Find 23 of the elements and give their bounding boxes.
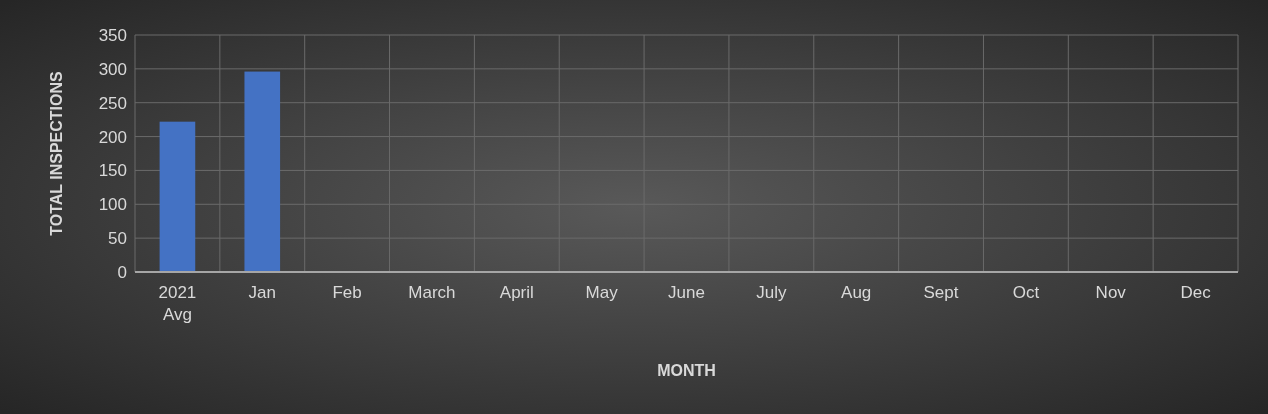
x-tick-label: Sept [923, 283, 959, 302]
y-tick-label: 100 [98, 195, 127, 215]
y-tick-label: 350 [98, 25, 127, 45]
x-tick-label: July [756, 283, 787, 302]
y-tick-label: 250 [98, 93, 127, 113]
x-tick-label: Jan [248, 283, 276, 302]
x-tick-label: Aug [841, 283, 872, 302]
y-axis-title: TOTAL INSPECTIONS [48, 70, 65, 236]
y-tick-label: 200 [98, 127, 127, 147]
x-axis-title: MONTH [657, 362, 716, 379]
x-tick-label: Feb [332, 283, 362, 302]
y-tick-label: 0 [117, 262, 127, 282]
x-tick-label: Dec [1180, 283, 1212, 302]
x-tick-label: March [408, 283, 456, 302]
x-tick-label: April [499, 283, 534, 302]
x-tick-label: June [668, 283, 705, 302]
x-tick-label: Oct [1012, 283, 1040, 302]
y-tick-label: 150 [98, 161, 127, 181]
x-tick-label: 2021 Avg [158, 283, 197, 324]
y-tick-label: 300 [98, 59, 127, 79]
x-tick-label: May [585, 283, 619, 302]
x-tick-label: Nov [1095, 283, 1127, 302]
y-tick-label: 50 [108, 229, 127, 249]
